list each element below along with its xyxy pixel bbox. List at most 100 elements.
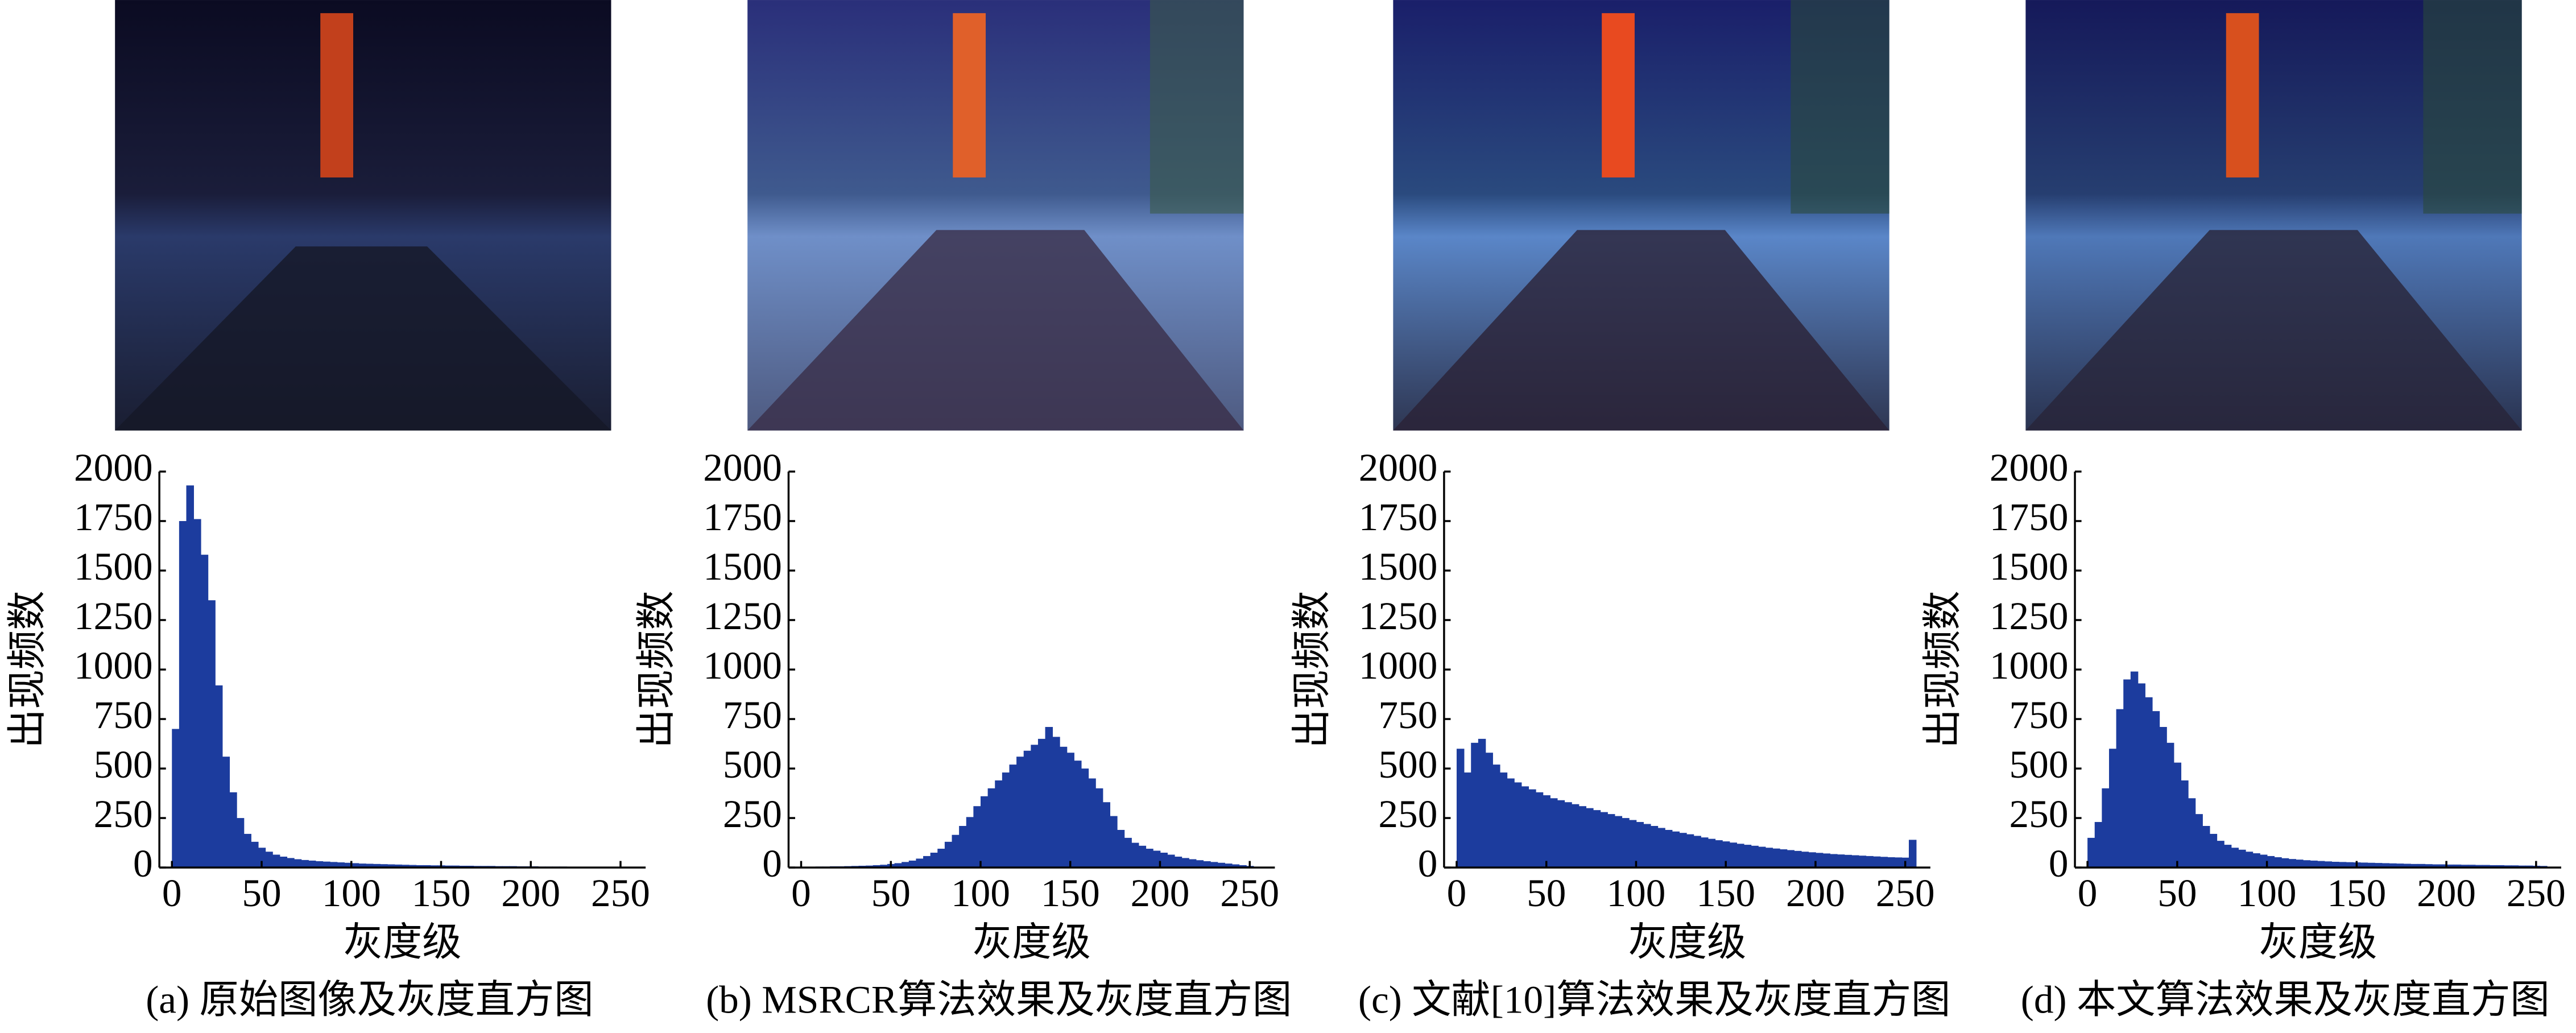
bar [1102, 802, 1111, 868]
bar [2396, 863, 2404, 868]
bar [2496, 865, 2504, 868]
bar [1808, 852, 1816, 868]
x-tick-label: 150 [2327, 871, 2386, 915]
bar [229, 792, 237, 868]
bar [2310, 860, 2318, 868]
x-tick-label: 200 [1130, 871, 1189, 915]
caption: (b) MSRCR算法效果及灰度直方图 [706, 978, 1292, 1022]
bar [1196, 860, 1204, 868]
y-tick-label: 750 [2009, 693, 2069, 737]
bar [1722, 841, 1730, 868]
bar [1016, 757, 1024, 868]
bar [1622, 818, 1630, 868]
bar [1181, 858, 1189, 868]
bar [2267, 856, 2275, 868]
bar [2331, 862, 2339, 868]
bar [380, 864, 388, 868]
bar [1456, 749, 1465, 868]
bar [2374, 863, 2383, 868]
bar [1485, 753, 1493, 868]
bar [2252, 853, 2260, 868]
x-tick-label: 250 [591, 871, 650, 915]
x-tick-label: 100 [322, 871, 381, 915]
bar [337, 862, 345, 868]
x-axis-label: 灰度级 [344, 920, 462, 964]
x-axis-label: 灰度级 [973, 920, 1091, 964]
x-tick-label: 50 [871, 871, 911, 915]
bar [1210, 862, 1218, 868]
y-tick-label: 1750 [1359, 495, 1438, 539]
bar [1693, 836, 1701, 868]
bar [1686, 834, 1694, 868]
bar [1492, 765, 1500, 868]
bar [2188, 798, 2196, 868]
x-tick-label: 250 [2507, 871, 2566, 915]
bar [923, 856, 931, 868]
bar [1657, 828, 1665, 868]
bar [315, 861, 324, 868]
bar [2446, 864, 2454, 868]
bar [1650, 826, 1659, 868]
bar [373, 863, 381, 868]
y-tick-label: 1500 [1990, 544, 2069, 588]
bar [1628, 820, 1637, 868]
bar [1815, 853, 1824, 868]
bar [1779, 849, 1788, 868]
bar [1664, 829, 1673, 868]
bar [1578, 806, 1586, 868]
bar [287, 858, 295, 868]
x-tick-label: 150 [1041, 871, 1100, 915]
bar [1593, 810, 1601, 868]
x-tick-label: 100 [1606, 871, 1665, 915]
y-tick-label: 500 [2009, 742, 2069, 786]
bar [2116, 709, 2124, 868]
bar [916, 858, 924, 868]
bar [2302, 860, 2311, 868]
bar [2159, 726, 2167, 868]
bar [1729, 842, 1738, 868]
bar [1830, 854, 1838, 868]
bar [1152, 850, 1161, 868]
bar [1095, 788, 1103, 868]
bar [2259, 854, 2268, 868]
bar [2195, 814, 2203, 868]
bar [1787, 850, 1794, 868]
bar [293, 859, 302, 868]
bar [1844, 854, 1852, 868]
y-tick-label: 1250 [74, 594, 153, 638]
bar [2324, 861, 2333, 868]
y-tick-label: 2000 [703, 445, 782, 489]
bar [2381, 863, 2390, 868]
bar [1478, 738, 1486, 868]
y-tick-label: 1000 [1990, 643, 2069, 687]
x-tick-label: 50 [1527, 871, 1566, 915]
bar [2087, 837, 2095, 868]
y-tick-label: 500 [723, 742, 782, 786]
bar [452, 865, 460, 868]
bar [1528, 789, 1536, 868]
bar [1837, 854, 1845, 868]
bar [1507, 778, 1515, 868]
bar [2202, 826, 2210, 868]
y-tick-label: 2000 [74, 445, 153, 489]
bar [408, 865, 417, 868]
bar [2338, 862, 2347, 868]
y-tick-label: 1500 [1359, 544, 1438, 588]
bar [873, 865, 881, 868]
y-tick-label: 0 [762, 841, 782, 885]
bar [2274, 857, 2282, 868]
bar [1045, 726, 1053, 868]
bar [1066, 753, 1074, 868]
bar [1701, 837, 1709, 868]
bar [2238, 849, 2246, 868]
y-axis-label: 出现频数 [634, 590, 678, 748]
x-axis-label: 灰度级 [2259, 920, 2377, 964]
bar [1909, 840, 1917, 868]
x-tick-label: 200 [501, 871, 560, 915]
bar [1564, 802, 1572, 868]
x-tick-label: 0 [791, 871, 811, 915]
photo [747, 0, 1244, 431]
bar [1239, 865, 1247, 868]
y-tick-label: 750 [723, 693, 782, 737]
